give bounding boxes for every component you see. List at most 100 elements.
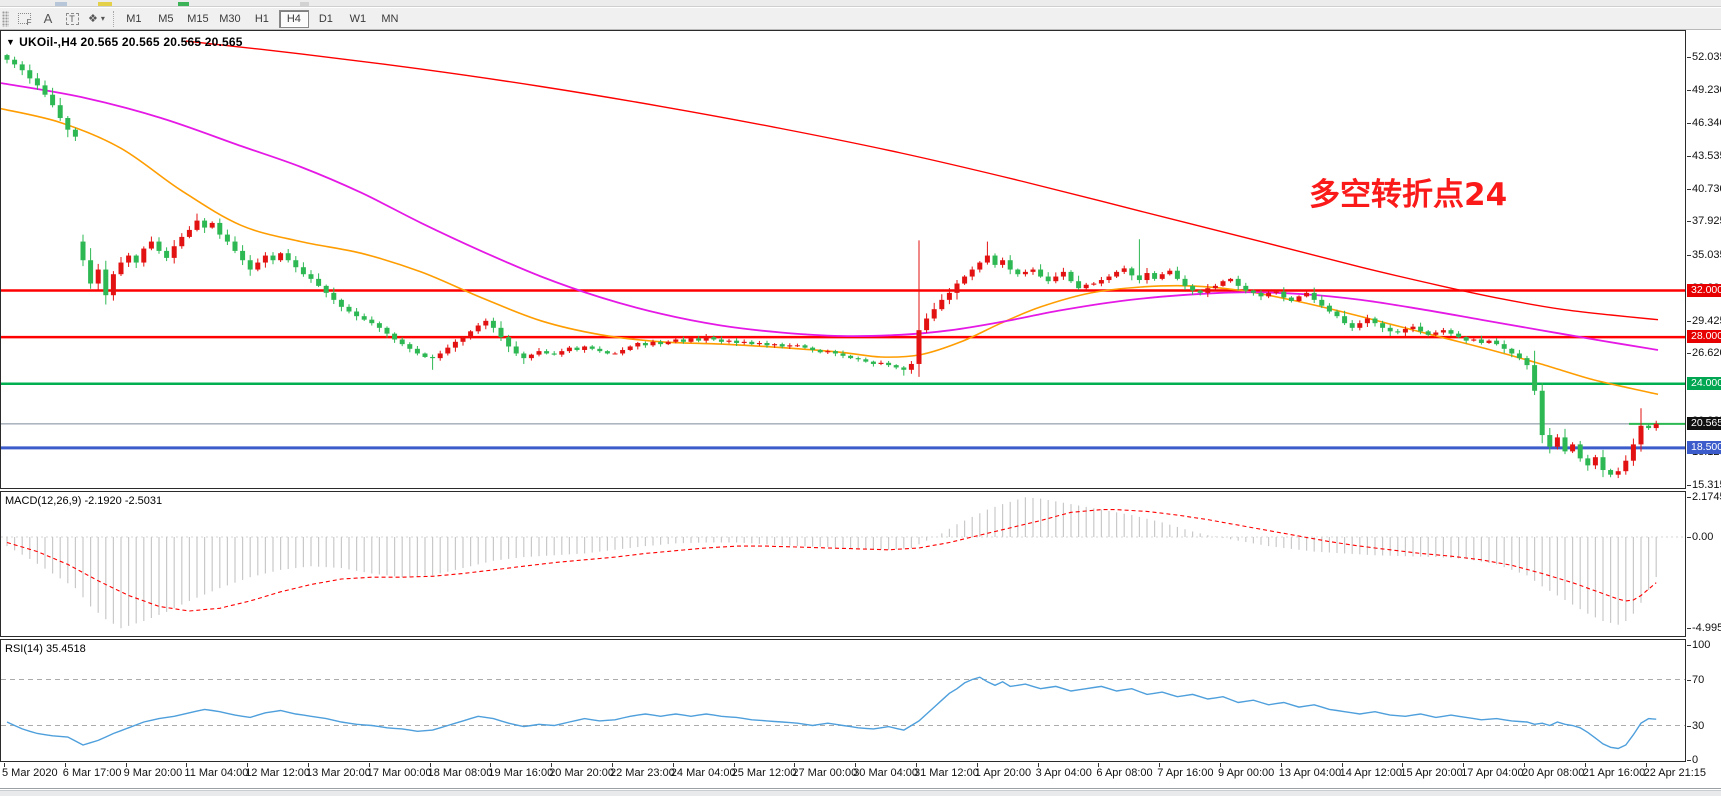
- cursor-tool-button[interactable]: ❖ ▾: [84, 9, 109, 29]
- scale-tick-label: 15.315: [1692, 479, 1721, 491]
- scale-tick: [1687, 760, 1691, 761]
- scale-tick: [1687, 497, 1691, 498]
- clipped-toolbar-icon: [55, 2, 67, 6]
- price-scale[interactable]: 52.035 49.230 46.340 43.535 40.730 37.925 35.0…: [1687, 30, 1721, 491]
- timeframe-button-m5[interactable]: M5: [158, 12, 174, 25]
- main-chart-canvas[interactable]: [1, 31, 1685, 488]
- scale-tick-label: 37.925: [1692, 215, 1721, 227]
- time-axis-label: 9 Apr 00:00: [1218, 767, 1275, 779]
- time-axis-label: 20 Apr 08:00: [1522, 767, 1585, 779]
- macd-scale[interactable]: 2.1745 0.00 -4.9955: [1687, 491, 1721, 637]
- scale-tick: [1687, 628, 1691, 629]
- price-badge-24.000: 24.000: [1687, 377, 1721, 390]
- clipped-toolbar-icon: [98, 2, 112, 6]
- rsi-label: RSI(14) 35.4518: [5, 643, 86, 655]
- scale-tick: [1687, 353, 1691, 354]
- timeframe-button-h4[interactable]: H4: [278, 9, 309, 28]
- scale-tick: [1687, 57, 1691, 58]
- time-axis-label: 5 Mar 2020: [2, 767, 58, 779]
- scale-tick-label: 43.535: [1692, 150, 1721, 162]
- cursor-tool-icon: ❖: [88, 13, 98, 25]
- timeframe-button-h1[interactable]: H1: [254, 12, 269, 25]
- rsi-pane: RSI(14) 35.4518: [0, 639, 1686, 762]
- price-badge-28.000: 28.000: [1687, 330, 1721, 343]
- time-tick: [1341, 763, 1343, 767]
- time-axis-label: 17 Apr 04:00: [1461, 767, 1524, 779]
- time-tick: [672, 763, 674, 767]
- time-tick: [1645, 763, 1647, 767]
- scale-tick-label: 49.230: [1692, 84, 1721, 96]
- scale-tick: [1687, 726, 1691, 727]
- price-badge-18.500: 18.500: [1687, 441, 1721, 454]
- timeframe-button-m1[interactable]: M1: [126, 12, 142, 25]
- timeframe-button-m30[interactable]: M30: [219, 12, 241, 25]
- time-axis-label: 6 Apr 08:00: [1096, 767, 1153, 779]
- time-axis[interactable]: 5 Mar 2020 6 Mar 17:00 9 Mar 20:00 11 Mar 0…: [0, 763, 1721, 787]
- scale-tick: [1687, 255, 1691, 256]
- chart-menu-icon[interactable]: ▼: [6, 37, 16, 47]
- time-axis-label: 11 Mar 04:00: [184, 767, 249, 779]
- time-axis-label: 7 Apr 16:00: [1157, 767, 1214, 779]
- scale-tick: [1687, 321, 1691, 322]
- scale-tick-label: 35.035: [1692, 249, 1721, 261]
- scale-tick: [1687, 221, 1691, 222]
- timeframe-button-mn[interactable]: MN: [381, 12, 399, 25]
- time-tick: [125, 763, 127, 767]
- text-box-button[interactable]: T: [60, 9, 84, 29]
- indicator-grid-icon: F: [17, 13, 32, 27]
- time-axis-label: 20 Mar 20:00: [549, 767, 615, 779]
- time-axis-label: 19 Mar 16:00: [488, 767, 554, 779]
- time-axis-label: 6 Mar 17:00: [62, 767, 122, 779]
- scale-tick: [1687, 156, 1691, 157]
- time-axis-label: 14 Apr 12:00: [1339, 767, 1402, 779]
- scale-tick-label: 46.340: [1692, 117, 1721, 129]
- time-axis-label: 1 Apr 20:00: [974, 767, 1032, 779]
- scale-tick: [1687, 645, 1691, 646]
- time-tick: [1098, 763, 1100, 767]
- clipped-toolbar-icon: [300, 2, 309, 6]
- time-axis-label: 15 Apr 20:00: [1400, 767, 1463, 779]
- text-label-button[interactable]: A: [36, 9, 60, 29]
- time-axis-label: 30 Mar 04:00: [853, 767, 919, 779]
- scale-tick: [1687, 680, 1691, 681]
- time-axis-label: 12 Mar 12:00: [245, 767, 311, 779]
- text-box-icon: T: [65, 12, 79, 25]
- timeframe-button-m15[interactable]: M15: [187, 12, 209, 25]
- toolbar-separator: [112, 10, 114, 27]
- time-tick: [794, 763, 796, 767]
- scale-tick-label: -4.9955: [1692, 622, 1721, 634]
- time-tick: [1220, 763, 1221, 767]
- macd-canvas[interactable]: [1, 492, 1685, 636]
- time-axis-label: 31 Mar 12:00: [914, 767, 979, 779]
- rsi-scale[interactable]: 100 70 30 0: [1687, 639, 1721, 766]
- symbol-title[interactable]: ▼ UKOil-,H4 20.565 20.565 20.565 20.565: [6, 35, 243, 49]
- time-tick: [1402, 763, 1404, 767]
- time-axis-label: 3 Apr 04:00: [1035, 767, 1092, 779]
- chart-toolbar: F A T ❖ ▾ M1 M5 M15 M30 H1 H4 D1 W1 MN: [0, 8, 1721, 30]
- time-axis-label: 25 Mar 12:00: [731, 767, 797, 779]
- timeframe-button-w1[interactable]: W1: [349, 12, 367, 25]
- price-badge-20.565: 20.565: [1687, 417, 1721, 430]
- time-tick: [1037, 763, 1039, 767]
- scale-tick: [1687, 90, 1691, 91]
- time-axis-label: 17 Mar 00:00: [366, 767, 432, 779]
- scale-tick-label: 0.00: [1692, 531, 1714, 543]
- rsi-canvas[interactable]: [1, 640, 1685, 761]
- time-tick: [1159, 763, 1161, 767]
- dropdown-caret-icon: ▾: [100, 14, 105, 23]
- time-axis-label: 21 Apr 16:00: [1582, 767, 1646, 779]
- scale-tick-label: 0: [1692, 754, 1699, 766]
- time-tick: [916, 763, 917, 767]
- scale-tick-label: 70: [1692, 674, 1705, 686]
- symbol-ohlc-text: UKOil-,H4 20.565 20.565 20.565 20.565: [19, 35, 243, 49]
- time-axis-label: 9 Mar 20:00: [123, 767, 183, 779]
- macd-label: MACD(12,26,9) -2.1920 -2.5031: [5, 495, 163, 507]
- timeframe-button-d1[interactable]: D1: [318, 12, 333, 25]
- time-tick: [490, 763, 492, 767]
- indicator-grid-button[interactable]: F: [12, 9, 36, 29]
- time-tick: [308, 763, 309, 767]
- toolbar-drag-handle[interactable]: [2, 10, 9, 27]
- scale-tick-label: 2.1745: [1692, 491, 1721, 503]
- scale-tick-label: 100: [1692, 639, 1711, 651]
